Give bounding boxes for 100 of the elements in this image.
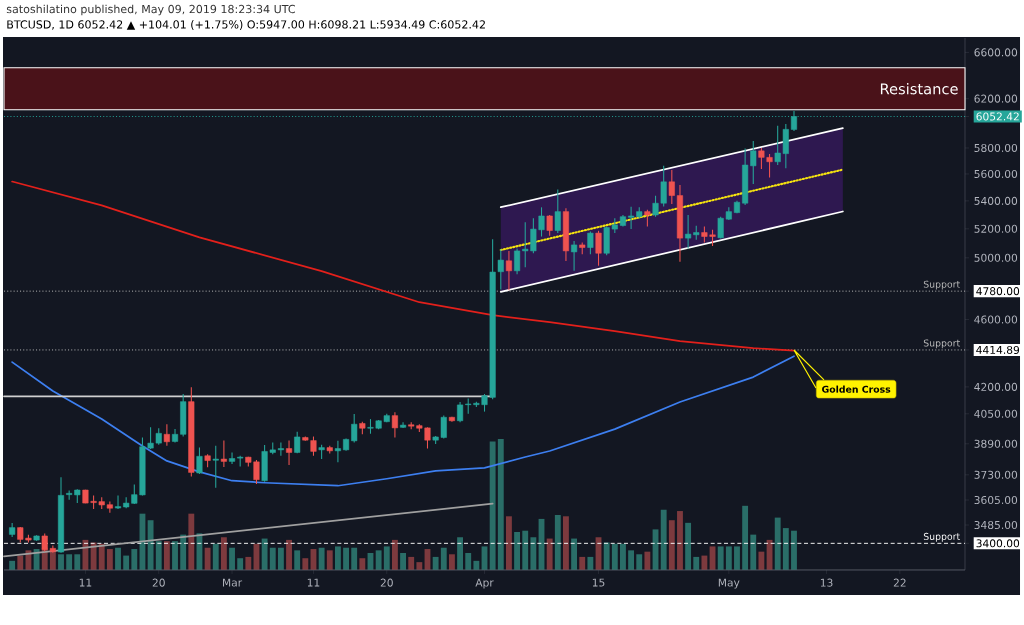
bar	[188, 513, 195, 570]
y-tick-label: 6200.00	[974, 94, 1018, 103]
line-series	[11, 180, 795, 352]
bar	[58, 554, 64, 570]
bar	[204, 547, 211, 570]
bar	[245, 556, 252, 570]
candlestick	[286, 440, 293, 466]
y-tick-label: 3485.00	[974, 520, 1018, 530]
x-tick-label: 20	[152, 578, 165, 587]
bar	[123, 555, 130, 570]
bar	[725, 546, 732, 570]
bar	[416, 562, 423, 570]
candlestick	[228, 451, 236, 465]
bar	[546, 538, 553, 570]
bar	[660, 509, 667, 570]
bar	[774, 517, 781, 570]
bar	[620, 543, 626, 570]
bar	[212, 543, 219, 570]
bar	[98, 543, 105, 570]
bar	[115, 547, 121, 570]
bar	[457, 537, 464, 570]
bar	[449, 554, 455, 570]
candlestick	[114, 494, 122, 510]
bar	[497, 439, 504, 570]
line-series	[11, 355, 795, 487]
y-tick-label: 4414.89	[976, 345, 1020, 354]
bar	[636, 554, 643, 570]
candlestick	[212, 445, 219, 489]
candlestick	[668, 169, 675, 205]
y-tick-label: 5000.00	[974, 253, 1018, 262]
y-tick-label: 4600.00	[974, 315, 1018, 324]
bar	[74, 554, 81, 570]
y-tick-label: 5600.00	[974, 169, 1018, 178]
bar	[294, 550, 301, 570]
y-tick-label: 5400.00	[974, 196, 1018, 205]
band-label: Resistance	[880, 83, 958, 95]
bar	[465, 552, 472, 570]
x-tick-label: 11	[307, 578, 320, 587]
bar	[685, 522, 692, 570]
candlestick	[595, 230, 602, 267]
y-tick-label: 3400.00	[976, 539, 1020, 548]
bar	[180, 534, 187, 570]
bar	[506, 516, 512, 570]
candlestick	[391, 411, 398, 439]
candlestick	[554, 188, 561, 234]
bar	[106, 549, 113, 570]
bar	[163, 541, 170, 570]
bar	[611, 543, 618, 570]
bar	[400, 552, 406, 570]
bar	[782, 528, 789, 570]
candlestick	[220, 440, 227, 468]
candlestick	[457, 401, 464, 423]
y-tick-label: 4200.00	[974, 382, 1018, 391]
y-tick-label: 6052.42	[976, 112, 1019, 121]
bar	[587, 556, 594, 570]
y-tick-label: 3730.00	[974, 470, 1018, 479]
bar	[359, 558, 366, 570]
x-tick-label: May	[718, 578, 740, 589]
bar	[440, 547, 447, 570]
bar	[17, 555, 24, 570]
candlestick	[514, 248, 521, 275]
candlestick	[351, 413, 358, 443]
y-tick-label: 3890.00	[974, 439, 1018, 448]
bar	[432, 556, 439, 570]
bar	[66, 554, 73, 570]
bar	[742, 505, 749, 570]
bar	[286, 539, 292, 570]
x-tick-label: Apr	[475, 578, 494, 589]
annotation: Golden Cross	[822, 385, 891, 393]
y-tick-label: 5800.00	[974, 143, 1018, 152]
bar	[628, 550, 635, 570]
y-tick-label: 5200.00	[974, 224, 1018, 233]
bar	[734, 546, 740, 570]
x-tick-label: 15	[592, 578, 605, 587]
y-tick-label: 6600.00	[974, 48, 1018, 57]
candlestick	[163, 423, 170, 447]
candlestick	[505, 250, 512, 291]
bar	[334, 546, 341, 570]
bar	[717, 546, 724, 570]
bar	[90, 542, 97, 570]
bar	[131, 549, 138, 570]
x-tick-label: 13	[820, 578, 833, 587]
bar	[326, 550, 333, 570]
bar	[668, 520, 675, 570]
bar	[693, 556, 700, 570]
bar	[261, 538, 268, 570]
chart-subtitle: BTCUSD, 1D 6052.42 ▲ +104.01 (+1.75%) O:5947.00 H:6098.21 L:5934.49 C:6052.42	[7, 20, 485, 30]
bar	[758, 551, 765, 570]
bar	[677, 511, 683, 570]
ref-line-label: Support	[923, 339, 960, 349]
x-tick-label: 22	[893, 578, 906, 587]
x-tick-label: 11	[79, 578, 92, 587]
ref-line-label: Support	[923, 532, 960, 542]
bar	[603, 542, 610, 570]
bar	[220, 537, 227, 570]
bar	[391, 539, 398, 570]
bar	[155, 541, 162, 570]
bar	[343, 547, 349, 570]
bar	[147, 520, 154, 570]
bar	[172, 541, 178, 570]
